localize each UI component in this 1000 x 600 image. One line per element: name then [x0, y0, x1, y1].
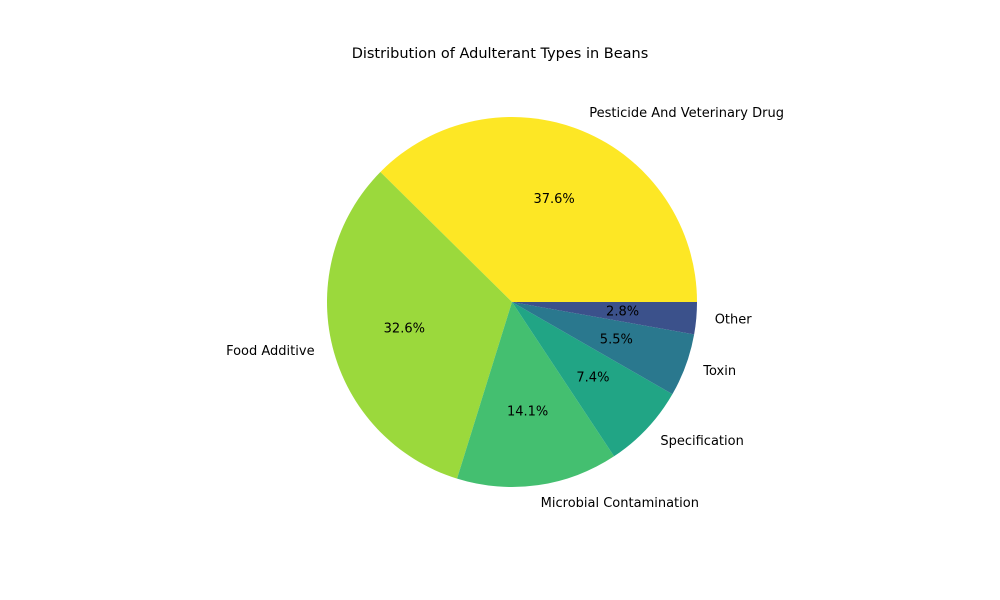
pie-slice-pesticide-and-veterinary-drug: [380, 116, 697, 302]
slice-label-pesticide-and-veterinary-drug: Pesticide And Veterinary Drug: [589, 106, 784, 121]
pct-label-food-additive: 32.6%: [384, 321, 425, 336]
pie-slice-specification: [512, 302, 673, 457]
pct-label-other: 2.8%: [606, 304, 639, 319]
slice-label-microbial-contamination: Microbial Contamination: [541, 496, 699, 511]
pct-label-specification: 7.4%: [576, 370, 609, 385]
pie-slice-other: [512, 302, 697, 335]
slice-label-toxin: Toxin: [702, 364, 736, 379]
pie-slice-toxin: [512, 302, 695, 395]
pie-slice-food-additive: [327, 172, 512, 479]
slice-label-other: Other: [715, 312, 753, 327]
chart-title: Distribution of Adulterant Types in Bean…: [351, 46, 649, 62]
pct-label-pesticide-and-veterinary-drug: 37.6%: [533, 192, 574, 207]
slice-label-specification: Specification: [660, 434, 743, 449]
pct-label-toxin: 5.5%: [600, 332, 633, 347]
slice-label-food-additive: Food Additive: [226, 344, 315, 359]
pie-slice-microbial-contamination: [457, 302, 615, 488]
pct-label-microbial-contamination: 14.1%: [507, 404, 548, 419]
